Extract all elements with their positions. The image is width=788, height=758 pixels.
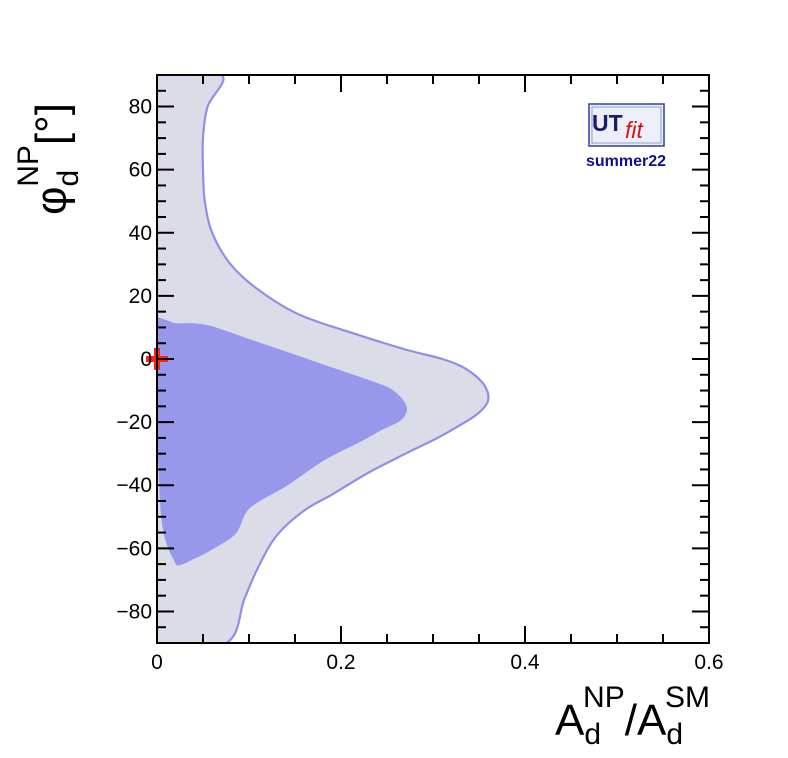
y-tick-label: −80 bbox=[116, 600, 152, 623]
logo-edition: summer22 bbox=[586, 153, 666, 170]
x-tick-label: 0.6 bbox=[694, 651, 723, 674]
y-tick-label: 80 bbox=[129, 96, 152, 119]
x-tick-label: 0 bbox=[151, 651, 163, 674]
x-tick-label: 0.2 bbox=[326, 651, 355, 674]
y-axis-title: φdNP[°] bbox=[12, 103, 85, 215]
utfit-logo: UT fit summer22 bbox=[586, 103, 666, 170]
logo-inner-border bbox=[591, 106, 662, 144]
x-axis-title: AdNP/AdSM bbox=[555, 681, 710, 751]
y-tick-label: 20 bbox=[129, 285, 152, 308]
region-inner bbox=[157, 316, 407, 566]
y-tick-label: 60 bbox=[129, 159, 152, 182]
logo-fit: fit bbox=[625, 117, 645, 143]
x-tick-label: 0.4 bbox=[510, 651, 540, 674]
y-tick-label: −60 bbox=[116, 537, 152, 560]
logo-border bbox=[588, 103, 665, 147]
y-tick-label: −40 bbox=[116, 474, 152, 497]
logo-ut: UT bbox=[592, 110, 623, 136]
y-tick-label: 40 bbox=[129, 222, 152, 245]
y-tick-label: −20 bbox=[116, 411, 152, 434]
plot-area: 0 0.2 0.4 0.6 −80 −60 −40 −20 0 20 40 60 80 bbox=[116, 74, 724, 674]
y-tick-label: 0 bbox=[140, 348, 152, 371]
